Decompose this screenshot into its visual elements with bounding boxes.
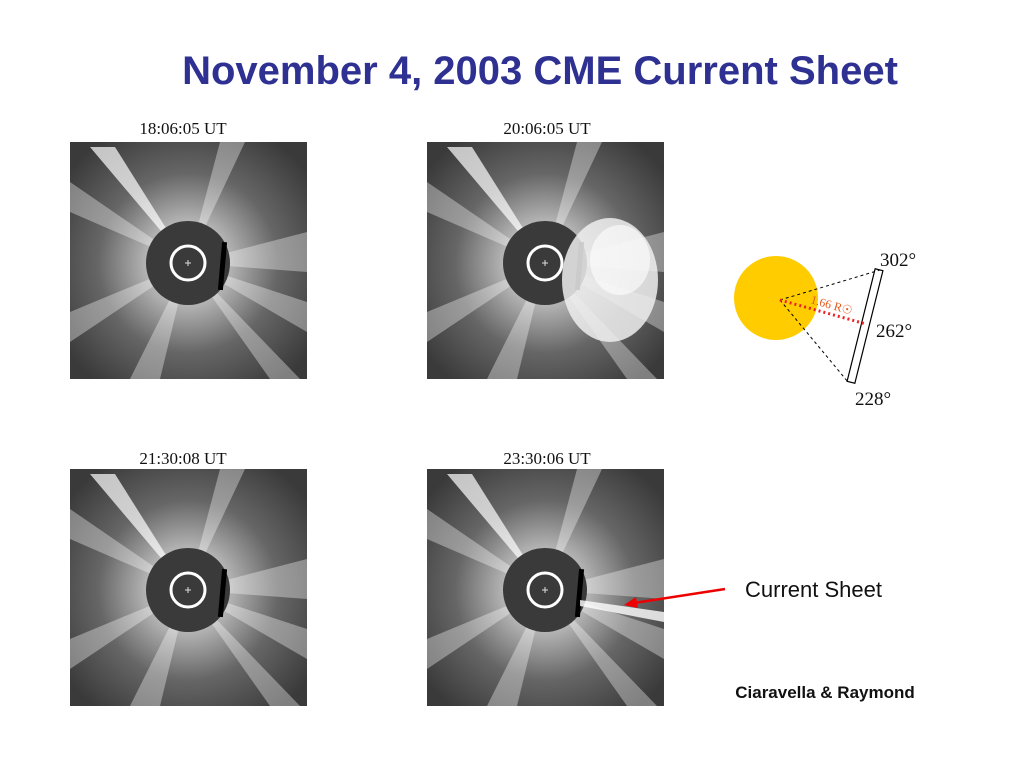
coronagraph-image [427,142,664,379]
coronagraph-image [427,469,664,706]
timestamp: 20:06:05 UT [503,119,591,138]
angle-label: 262° [876,321,912,342]
timestamp: 21:30:08 UT [139,449,227,468]
angle-label: 302° [880,250,916,271]
annotation: Current Sheet [745,577,882,602]
coronagraph-image [70,469,307,706]
timestamp: 23:30:06 UT [503,449,591,468]
annotation-arrow [624,587,726,608]
title: November 4, 2003 CME Current Sheet [182,49,898,93]
credit: Ciaravella & Raymond [735,683,915,702]
distance-label: 1.66 R☉ [809,292,854,317]
timestamp: 18:06:05 UT [139,119,227,138]
coronagraph-image [70,142,307,379]
geometry-diagram: 302° 262° 228° 1.66 R☉ [734,250,916,410]
angle-label: 228° [855,389,891,410]
